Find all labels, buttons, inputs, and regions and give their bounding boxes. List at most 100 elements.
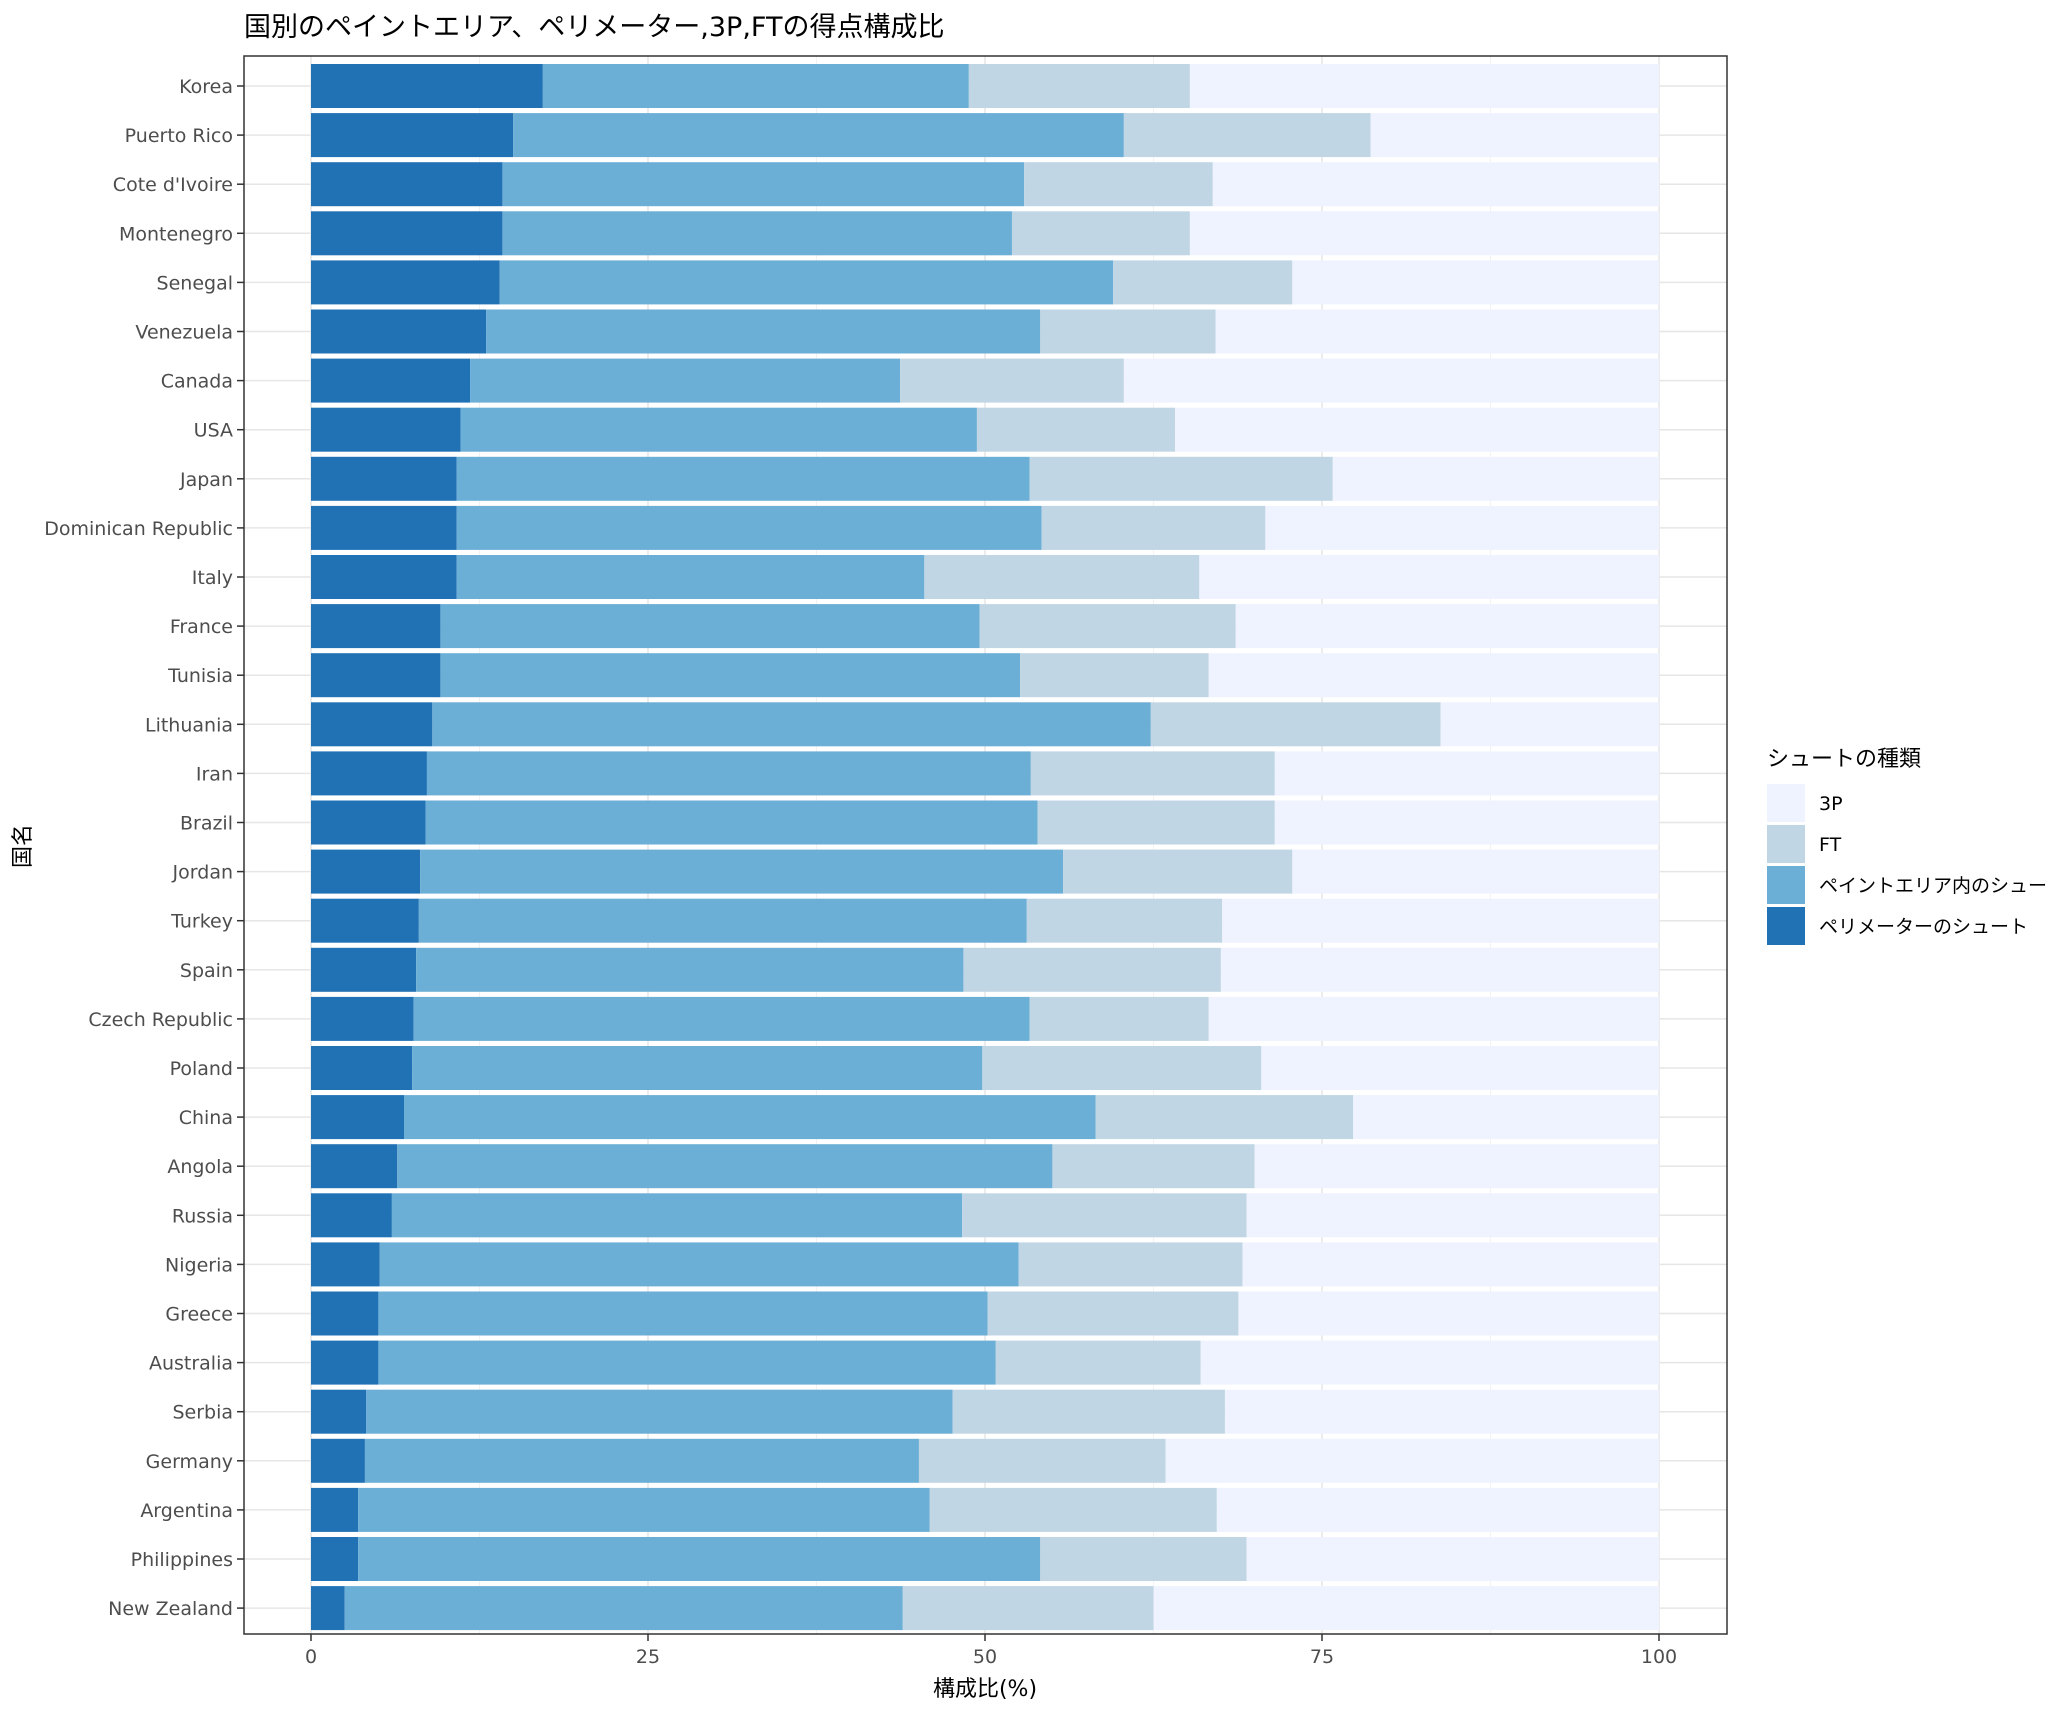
bar-segment (1189, 211, 1659, 256)
legend-key (1767, 907, 1805, 945)
bar-segment (311, 604, 441, 649)
bar-segment (542, 64, 969, 108)
bar-segment (1261, 1046, 1659, 1090)
x-tick-label: 50 (973, 1646, 997, 1668)
bar-segment (962, 1193, 1247, 1238)
x-tick-label: 0 (305, 1646, 317, 1668)
bar-segment (929, 1487, 1217, 1532)
y-tick-label: Jordan (172, 862, 233, 884)
y-tick-label: Cote d'Ivoire (113, 174, 233, 196)
y-tick-label: Australia (149, 1353, 233, 1375)
bar-segment (311, 309, 487, 354)
bar-segment (311, 555, 457, 599)
legend-key (1767, 866, 1805, 904)
y-tick-label: Iran (196, 763, 233, 785)
bar-segment (391, 1193, 963, 1238)
bar-segment (470, 358, 901, 403)
y-tick-label: China (179, 1107, 233, 1129)
bar-segment (379, 1242, 1019, 1287)
bar-segment (1222, 898, 1659, 943)
legend-key (1767, 825, 1805, 863)
legend-key (1767, 784, 1805, 822)
x-tick-label: 25 (636, 1646, 660, 1668)
y-tick-label: Dominican Republic (44, 518, 233, 540)
bar-segment (364, 1438, 919, 1483)
bar-segment (1246, 1193, 1659, 1238)
bar-segment (311, 211, 503, 256)
bar-segment (358, 1487, 930, 1532)
bar-segment (1026, 898, 1223, 943)
bar-segment (987, 1291, 1239, 1336)
bar-segment (1238, 1291, 1659, 1336)
bar-segment (1199, 555, 1659, 599)
bar-segment (420, 849, 1064, 894)
bar-segment (1024, 162, 1213, 207)
bar-segment (1123, 358, 1659, 403)
bar-segment (1224, 1389, 1659, 1434)
bar-segment (311, 996, 414, 1041)
bar-segment (1029, 456, 1333, 501)
y-tick-label: Russia (172, 1205, 233, 1227)
y-tick-label: Venezuela (135, 322, 233, 344)
bar-segment (1274, 751, 1659, 796)
bar-segment (358, 1537, 1041, 1581)
bar-segment (924, 555, 1200, 599)
bar-segment (366, 1389, 953, 1434)
x-tick-label: 75 (1310, 1646, 1334, 1668)
y-tick-label: Senegal (157, 272, 233, 294)
bar-segment (1150, 702, 1441, 747)
bar-segment (311, 800, 426, 845)
bar-segment (456, 555, 925, 599)
bar-segment (1370, 113, 1659, 158)
bar-segment (502, 211, 1012, 256)
bar-segment (456, 505, 1042, 550)
bar-segment (1235, 604, 1659, 649)
bar-segment (918, 1438, 1166, 1483)
bar-segment (311, 1487, 359, 1532)
chart-title: 国別のペイントエリア、ペリメーター,3P,FTの得点構成比 (244, 12, 944, 43)
bar-segment (1123, 113, 1371, 158)
y-tick-label: Montenegro (119, 223, 233, 245)
bar-segment (311, 456, 457, 501)
legend-label: FT (1819, 834, 1842, 856)
bar-segment (311, 947, 417, 992)
bar-segment (440, 653, 1021, 698)
bar-segment (344, 1586, 903, 1631)
bar-segment (1095, 1095, 1354, 1140)
y-tick-label: France (170, 616, 233, 638)
bar-segment (1153, 1586, 1659, 1631)
bar-segment (311, 1340, 379, 1385)
y-tick-label: Italy (192, 567, 233, 589)
bar-segment (378, 1340, 996, 1385)
y-tick-label: USA (194, 420, 233, 442)
bar-segment (1175, 407, 1659, 452)
bar-segment (1189, 64, 1659, 108)
bar-segment (502, 162, 1025, 207)
bar-segment (311, 1193, 392, 1238)
bar-segment (311, 849, 421, 894)
bars (311, 64, 1659, 1631)
bar-segment (1246, 1537, 1659, 1581)
bar-segment (1018, 1242, 1243, 1287)
bar-segment (416, 947, 964, 992)
x-tick-label: 100 (1641, 1646, 1677, 1668)
bar-segment (432, 702, 1151, 747)
bar-segment (311, 1389, 367, 1434)
bar-segment (1208, 996, 1659, 1041)
bar-segment (982, 1046, 1262, 1090)
bar-segment (1254, 1144, 1659, 1189)
bar-segment (412, 1046, 983, 1090)
bar-segment (952, 1389, 1225, 1434)
y-tick-label: Angola (167, 1156, 233, 1178)
bar-segment (456, 456, 1030, 501)
legend-label: ペリメーターのシュート (1819, 916, 2028, 938)
y-tick-label: Turkey (170, 911, 233, 933)
bar-segment (311, 358, 471, 403)
y-axis: Korea Puerto Rico Cote d'Ivoire Montenegro S… (44, 76, 244, 1620)
bar-segment (1208, 653, 1659, 698)
y-tick-label: Canada (161, 371, 233, 393)
bar-segment (1165, 1438, 1659, 1483)
bar-segment (311, 64, 543, 108)
legend-title: シュートの種類 (1767, 747, 1921, 772)
bar-segment (311, 1537, 359, 1581)
